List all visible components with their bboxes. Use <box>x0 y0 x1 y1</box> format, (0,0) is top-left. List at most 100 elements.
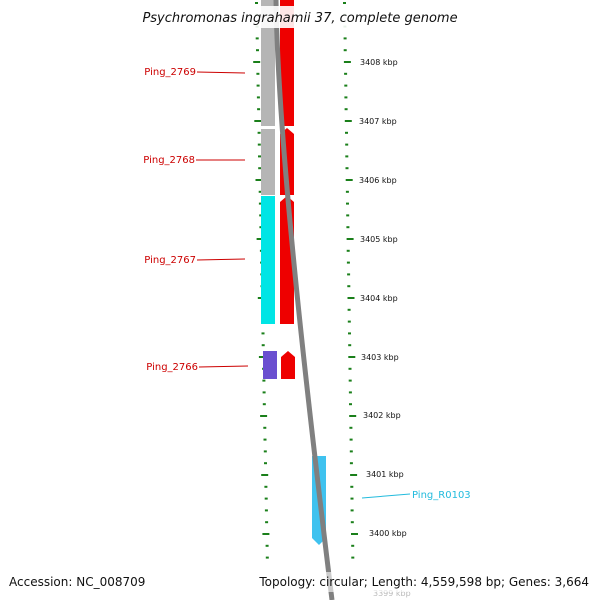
minor-tick-left <box>256 84 260 87</box>
gene-label-ping-r0103[interactable]: Ping_R0103 <box>412 490 471 501</box>
minor-tick-right <box>346 261 350 264</box>
gene-label-ping-2766[interactable]: Ping_2766 <box>146 362 198 373</box>
minor-tick-left <box>263 438 267 441</box>
minor-tick-left <box>256 96 260 99</box>
genome-backbone <box>273 0 335 600</box>
minor-tick-right <box>351 556 355 559</box>
gene-arrow-ping-2769[interactable] <box>280 0 294 126</box>
purple-block <box>263 351 277 379</box>
minor-tick-right <box>345 167 349 170</box>
minor-tick-left <box>264 462 267 465</box>
minor-tick-right <box>348 367 352 370</box>
major-tick-left <box>255 179 263 181</box>
minor-tick-left <box>263 426 267 429</box>
tick-track-right <box>343 2 358 559</box>
leader-line-ping-r0103 <box>361 493 411 499</box>
gene-arrow-ping-2766[interactable] <box>281 351 295 379</box>
minor-tick-right <box>350 485 354 488</box>
minor-tick-right <box>349 462 353 465</box>
minor-tick-right <box>344 96 348 99</box>
minor-tick-left <box>258 190 262 193</box>
minor-tick-right <box>349 403 352 406</box>
minor-tick-right <box>351 544 355 547</box>
minor-tick-right <box>349 426 353 429</box>
minor-tick-right <box>343 37 347 40</box>
major-tick-right <box>346 238 354 240</box>
minor-tick-right <box>348 379 352 382</box>
minor-tick-left <box>263 450 267 453</box>
minor-tick-right <box>347 320 351 323</box>
minor-tick-right <box>348 344 352 347</box>
gene-label-ping-2767[interactable]: Ping_2767 <box>144 255 196 266</box>
major-tick-left <box>260 415 268 417</box>
minor-tick-left <box>261 332 265 335</box>
minor-tick-left <box>264 485 268 488</box>
minor-tick-left <box>265 556 269 559</box>
minor-tick-right <box>343 2 346 4</box>
kbp-label: 3400 kbp <box>369 529 407 538</box>
minor-tick-right <box>349 450 353 453</box>
minor-tick-left <box>265 521 269 524</box>
minor-tick-right <box>349 438 353 441</box>
minor-tick-left <box>259 214 263 217</box>
major-tick-left <box>262 533 270 535</box>
feature-blocks <box>261 0 277 379</box>
minor-tick-right <box>346 202 349 205</box>
major-tick-right <box>350 474 358 476</box>
footer-backdrop-left <box>4 572 156 592</box>
major-tick-right <box>345 179 353 181</box>
gene-label-ping-2768[interactable]: Ping_2768 <box>143 155 195 166</box>
accession-text: Accession: NC_008709 <box>9 575 145 589</box>
minor-tick-left <box>262 379 266 382</box>
gene-label-ping-2769[interactable]: Ping_2769 <box>144 67 196 78</box>
kbp-label: 3406 kbp <box>359 176 397 185</box>
minor-tick-right <box>346 226 350 229</box>
minor-tick-right <box>348 391 352 394</box>
minor-tick-right <box>344 108 348 111</box>
title-backdrop <box>128 6 472 28</box>
minor-tick-right <box>348 332 351 335</box>
kbp-label: 3408 kbp <box>360 58 398 67</box>
minor-tick-left <box>262 391 266 394</box>
minor-tick-right <box>344 84 348 87</box>
minor-tick-left <box>256 49 259 52</box>
minor-tick-right <box>345 143 349 146</box>
minor-tick-left <box>257 143 261 146</box>
map-title: Psychromonas ingrahamii 37, complete gen… <box>142 11 457 26</box>
kbp-label: 3403 kbp <box>361 353 399 362</box>
minor-tick-left <box>256 72 260 75</box>
minor-tick-left <box>255 37 259 40</box>
gene-labels: Ping_2769 Ping_2768 Ping_2767 Ping_2766 … <box>143 67 470 501</box>
minor-tick-right <box>346 214 350 217</box>
kbp-label: 3405 kbp <box>360 235 398 244</box>
gray-block-upper <box>261 0 275 126</box>
minor-tick-left <box>259 226 263 229</box>
leader-line-ping-2769 <box>196 71 246 74</box>
leader-line-ping-2767 <box>196 258 246 261</box>
minor-tick-left <box>257 108 261 111</box>
cyan-block <box>261 196 275 324</box>
gray-block-lower <box>261 129 275 195</box>
major-tick-left <box>261 474 269 476</box>
kbp-label: 3404 kbp <box>360 294 398 303</box>
kbp-scale-labels: 3408 kbp 3407 kbp 3406 kbp 3405 kbp 3404… <box>359 58 411 598</box>
minor-tick-left <box>258 202 262 205</box>
gene-arrows <box>280 0 326 545</box>
kbp-label: 3401 kbp <box>366 470 404 479</box>
minor-tick-right <box>343 49 347 52</box>
minor-tick-right <box>350 521 354 524</box>
leader-line-ping-2766 <box>198 365 249 368</box>
major-tick-right <box>351 533 358 535</box>
minor-tick-right <box>347 285 351 288</box>
major-tick-left <box>254 120 262 122</box>
major-tick-right <box>344 120 352 122</box>
minor-tick-right <box>344 72 348 75</box>
major-tick-left <box>256 238 264 240</box>
minor-tick-left <box>261 344 265 347</box>
minor-tick-left <box>262 403 266 406</box>
major-tick-right <box>347 297 355 299</box>
minor-tick-right <box>346 249 350 252</box>
minor-tick-left <box>258 167 262 170</box>
